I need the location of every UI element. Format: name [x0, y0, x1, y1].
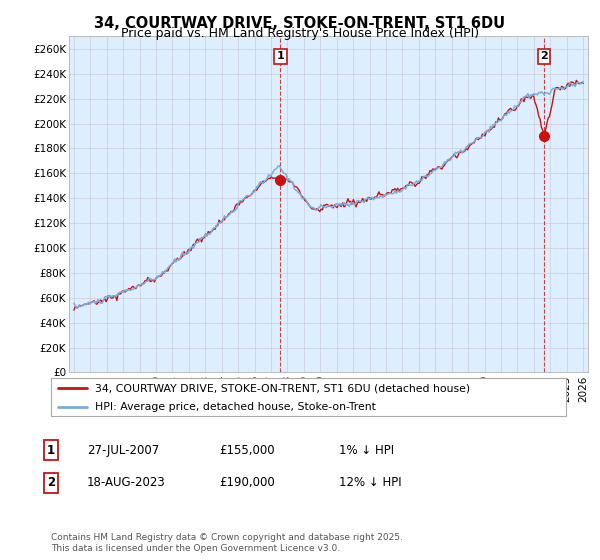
Text: Price paid vs. HM Land Registry's House Price Index (HPI): Price paid vs. HM Land Registry's House … [121, 27, 479, 40]
Text: 18-AUG-2023: 18-AUG-2023 [87, 476, 166, 489]
Text: 1: 1 [277, 52, 284, 62]
Text: £190,000: £190,000 [219, 476, 275, 489]
Text: 1: 1 [47, 444, 55, 457]
Text: 12% ↓ HPI: 12% ↓ HPI [339, 476, 401, 489]
FancyBboxPatch shape [50, 379, 566, 416]
Text: 2: 2 [540, 52, 548, 62]
Text: 34, COURTWAY DRIVE, STOKE-ON-TRENT, ST1 6DU: 34, COURTWAY DRIVE, STOKE-ON-TRENT, ST1 … [94, 16, 506, 31]
Text: HPI: Average price, detached house, Stoke-on-Trent: HPI: Average price, detached house, Stok… [95, 402, 376, 412]
Text: Contains HM Land Registry data © Crown copyright and database right 2025.
This d: Contains HM Land Registry data © Crown c… [51, 533, 403, 553]
Text: 2: 2 [47, 476, 55, 489]
Text: 27-JUL-2007: 27-JUL-2007 [87, 444, 159, 457]
Text: 34, COURTWAY DRIVE, STOKE-ON-TRENT, ST1 6DU (detached house): 34, COURTWAY DRIVE, STOKE-ON-TRENT, ST1 … [95, 383, 470, 393]
Text: £155,000: £155,000 [219, 444, 275, 457]
Text: 1% ↓ HPI: 1% ↓ HPI [339, 444, 394, 457]
